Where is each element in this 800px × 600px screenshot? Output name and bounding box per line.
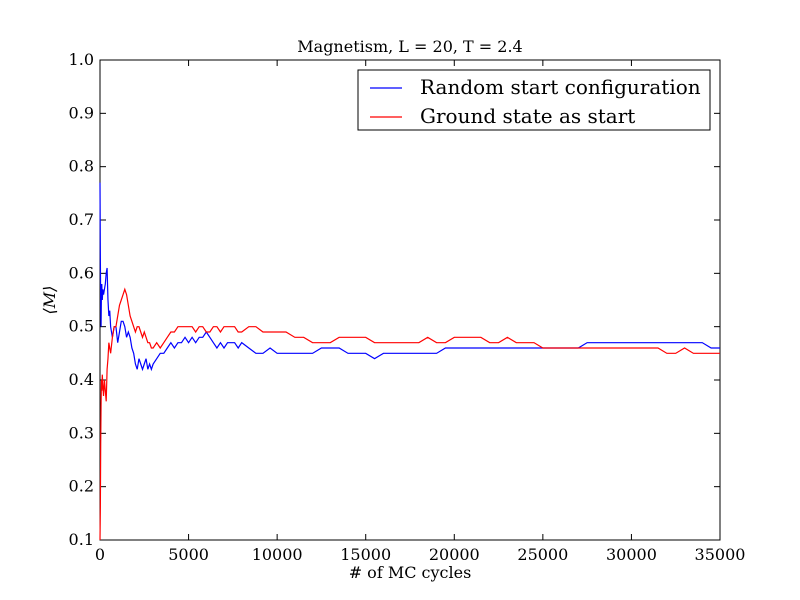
x-tick-label: 10000 (252, 545, 303, 564)
series-line-1 (99, 287, 720, 541)
y-tick-label: 0.3 (69, 423, 94, 442)
y-tick-label: 0.5 (69, 317, 94, 336)
y-tick-label: 0.4 (69, 370, 94, 389)
x-tick-label: 25000 (517, 545, 568, 564)
legend-label-1: Ground state as start (420, 104, 635, 128)
y-tick-label: 0.7 (69, 210, 94, 229)
x-tick-label: 35000 (695, 545, 746, 564)
x-tick-label: 0 (95, 545, 105, 564)
y-tick-label: 0.1 (69, 530, 94, 549)
x-tick-label: 30000 (606, 545, 657, 564)
y-tick-label: 1.0 (69, 50, 94, 69)
x-tick-label: 15000 (340, 545, 391, 564)
legend-box (357, 69, 711, 131)
y-tick-label: 0.9 (69, 103, 94, 122)
y-axis-title: ⟨M⟩ (40, 286, 59, 315)
y-tick-label: 0.2 (69, 477, 94, 496)
series-layer (99, 182, 720, 541)
axis-ticks: 0 5000 10000 15000 20000 25000 30000 35000 0.1 0.… (69, 50, 746, 564)
x-tick-label: 5000 (168, 545, 209, 564)
legend-label-0: Random start configuration (420, 75, 701, 99)
plot-area (99, 59, 721, 541)
legend: Random start configuration Ground state a… (357, 69, 711, 131)
x-axis-title: # of MC cycles (349, 563, 472, 582)
x-tick-label: 20000 (429, 545, 480, 564)
y-tick-label: 0.8 (69, 157, 94, 176)
chart-title: Magnetism, L = 20, T = 2.4 (297, 37, 522, 56)
y-tick-label: 0.6 (69, 263, 94, 282)
